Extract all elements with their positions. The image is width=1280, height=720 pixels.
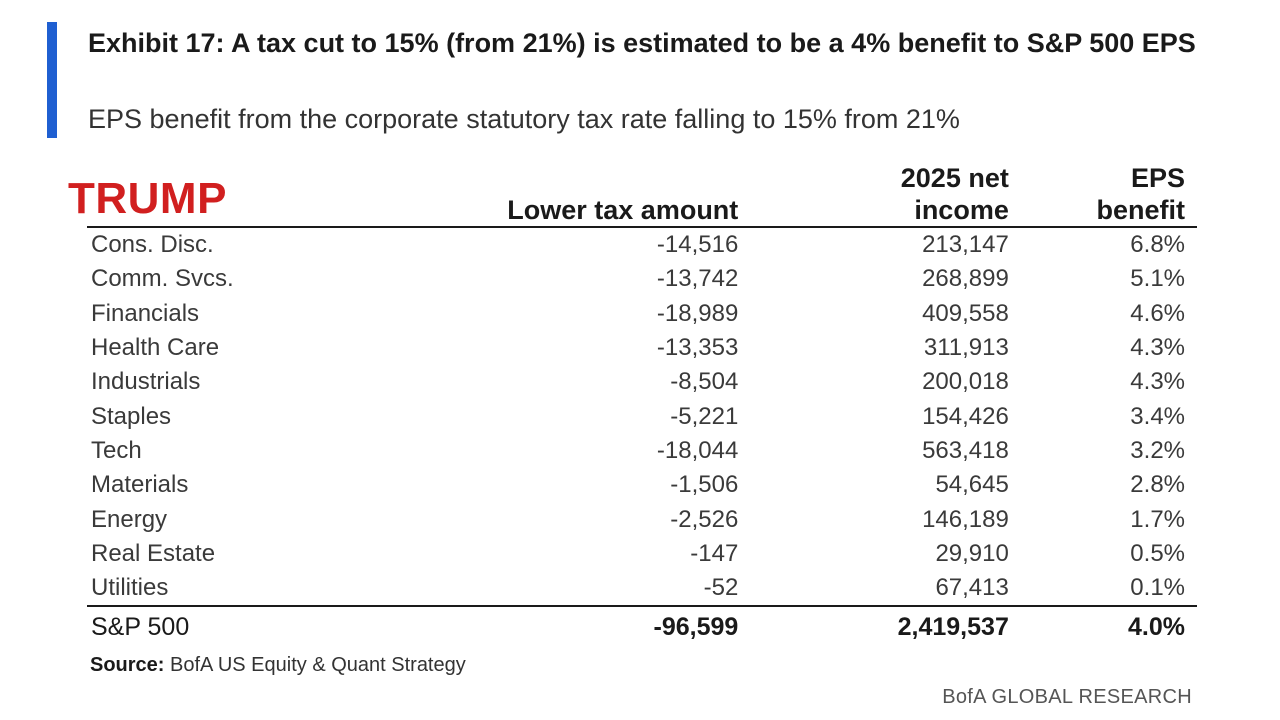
- cell-sector: Tech: [91, 436, 142, 464]
- table-row: Cons. Disc. -14,516 213,147 6.8%: [87, 227, 1197, 262]
- cell-net-income: 213,147: [922, 231, 1009, 259]
- table-row: Materials -1,506 54,645 2.8%: [87, 468, 1197, 502]
- cell-net-income: 268,899: [922, 265, 1009, 293]
- source-text: BofA US Equity & Quant Strategy: [164, 654, 466, 676]
- cell-sector: Materials: [91, 471, 189, 499]
- cell-net-income: 54,645: [935, 471, 1009, 499]
- cell-lower-tax: -8,504: [670, 368, 739, 396]
- total-row: S&P 500 -96,599 2,419,537 4.0%: [87, 605, 1197, 648]
- source-note: Source: BofA US Equity & Quant Strategy: [90, 654, 466, 677]
- cell-lower-tax: -1,506: [670, 471, 739, 499]
- cell-eps-benefit: 1.7%: [1130, 505, 1185, 533]
- cell-net-income: 200,018: [922, 368, 1009, 396]
- table-row: Health Care -13,353 311,913 4.3%: [87, 331, 1197, 365]
- table-row: Comm. Svcs. -13,742 268,899 5.1%: [87, 262, 1197, 296]
- header-eps-line2: benefit: [1096, 195, 1185, 225]
- table-row: Tech -18,044 563,418 3.2%: [87, 434, 1197, 468]
- cell-lower-tax: -147: [690, 539, 739, 567]
- cell-eps-benefit: 0.5%: [1130, 539, 1185, 567]
- cell-net-income: 154,426: [922, 402, 1009, 430]
- table-row: Energy -2,526 146,189 1.7%: [87, 502, 1197, 536]
- total-cell-net-income: 2,419,537: [750, 605, 1021, 648]
- cell-eps-benefit: 6.8%: [1130, 231, 1185, 259]
- cell-eps-benefit: 3.2%: [1130, 436, 1185, 464]
- header-eps-benefit: EPS benefit: [1020, 158, 1197, 228]
- cell-lower-tax: -5,221: [670, 402, 739, 430]
- cell-lower-tax: -18,989: [656, 299, 739, 327]
- cell-lower-tax: -2,526: [670, 505, 739, 533]
- cell-sector: Health Care: [91, 334, 220, 362]
- table-row: Real Estate -147 29,910 0.5%: [87, 537, 1197, 571]
- total-cell-sector: S&P 500: [87, 605, 388, 648]
- total-cell-lower-tax: -96,599: [387, 605, 751, 648]
- accent-bar: [47, 22, 57, 138]
- cell-lower-tax: -14,516: [656, 231, 739, 259]
- cell-sector: Energy: [91, 505, 168, 533]
- cell-net-income: 311,913: [923, 334, 1009, 362]
- source-label: Source:: [90, 654, 165, 676]
- cell-eps-benefit: 4.3%: [1130, 334, 1185, 362]
- cell-eps-benefit: 5.1%: [1130, 265, 1185, 293]
- cell-lower-tax: -13,353: [656, 334, 739, 362]
- table-row: Financials -18,989 409,558 4.6%: [87, 297, 1197, 331]
- header-sector: [87, 158, 388, 228]
- cell-lower-tax: -52: [703, 574, 739, 602]
- cell-eps-benefit: 3.4%: [1130, 402, 1185, 430]
- header-net-income-line2: income: [914, 195, 1009, 225]
- exhibit-subtitle: EPS benefit from the corporate statutory…: [88, 104, 960, 134]
- cell-sector: Cons. Disc.: [91, 231, 214, 259]
- cell-sector: Comm. Svcs.: [91, 265, 234, 293]
- brand-footer: BofA GLOBAL RESEARCH: [942, 686, 1192, 708]
- header-net-income: 2025 net income: [750, 158, 1021, 228]
- cell-sector: Staples: [91, 402, 172, 430]
- header-lower-tax: Lower tax amount: [387, 158, 751, 228]
- header-lower-tax-label: Lower tax amount: [507, 195, 739, 225]
- cell-sector: Industrials: [91, 368, 201, 396]
- cell-eps-benefit: 2.8%: [1130, 471, 1185, 499]
- cell-eps-benefit: 4.3%: [1130, 368, 1185, 396]
- cell-net-income: 67,413: [935, 574, 1009, 602]
- eps-benefit-table: Lower tax amount 2025 net income EPS ben…: [87, 158, 1197, 648]
- table-row: Staples -5,221 154,426 3.4%: [87, 399, 1197, 433]
- cell-sector: Financials: [91, 299, 200, 327]
- cell-lower-tax: -18,044: [656, 436, 739, 464]
- table-header-row: Lower tax amount 2025 net income EPS ben…: [87, 158, 1197, 228]
- header-eps-line1: EPS: [1130, 163, 1185, 193]
- cell-sector: Utilities: [91, 574, 169, 602]
- cell-eps-benefit: 4.6%: [1130, 299, 1185, 327]
- trump-watermark: TRUMP: [68, 174, 227, 223]
- cell-net-income: 563,418: [922, 436, 1009, 464]
- cell-sector: Real Estate: [91, 539, 216, 567]
- cell-lower-tax: -13,742: [656, 265, 739, 293]
- table-row: Industrials -8,504 200,018 4.3%: [87, 365, 1197, 399]
- table-body: Cons. Disc. -14,516 213,147 6.8% Comm. Svcs.…: [87, 227, 1197, 648]
- exhibit-title: Exhibit 17: A tax cut to 15% (from 21%) …: [88, 28, 1196, 58]
- cell-net-income: 409,558: [922, 299, 1009, 327]
- table-row: Utilities -52 67,413 0.1%: [87, 571, 1197, 606]
- total-cell-eps-benefit: 4.0%: [1020, 605, 1197, 648]
- cell-eps-benefit: 0.1%: [1130, 574, 1185, 602]
- header-net-income-line1: 2025 net: [900, 163, 1009, 193]
- cell-net-income: 29,910: [935, 539, 1009, 567]
- cell-net-income: 146,189: [922, 505, 1009, 533]
